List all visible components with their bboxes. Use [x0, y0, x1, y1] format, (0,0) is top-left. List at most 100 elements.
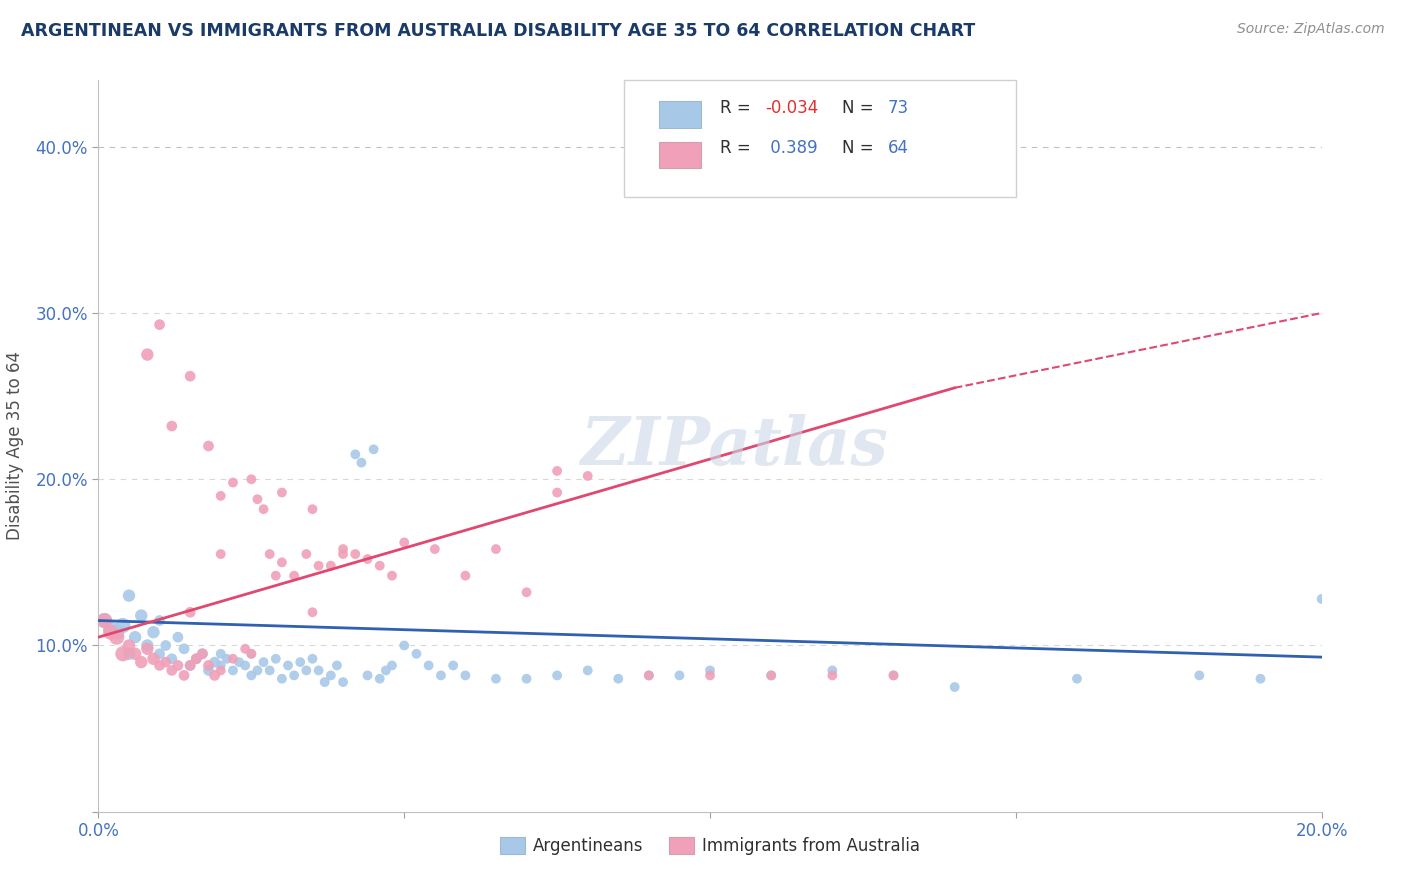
- Point: [155, 639, 177, 653]
- Point: [344, 447, 367, 461]
- Point: [277, 658, 299, 673]
- Point: [883, 668, 905, 682]
- Point: [149, 614, 172, 628]
- Point: [222, 664, 245, 678]
- Point: [209, 547, 232, 561]
- Point: [821, 668, 844, 682]
- Point: [264, 568, 287, 582]
- Point: [93, 614, 115, 628]
- Point: [259, 547, 281, 561]
- Point: [301, 502, 323, 516]
- Point: [485, 672, 508, 686]
- Point: [546, 464, 568, 478]
- Point: [160, 664, 183, 678]
- Point: [668, 668, 690, 682]
- Point: [441, 658, 464, 673]
- Point: [240, 647, 263, 661]
- Point: [179, 369, 201, 384]
- Point: [356, 668, 378, 682]
- Point: [179, 605, 201, 619]
- Point: [173, 668, 195, 682]
- Point: [240, 472, 263, 486]
- Point: [167, 658, 190, 673]
- Point: [314, 675, 336, 690]
- Point: [576, 469, 599, 483]
- Point: [204, 655, 226, 669]
- Point: [136, 347, 159, 362]
- Point: [516, 585, 538, 599]
- Point: [516, 672, 538, 686]
- Point: [222, 652, 245, 666]
- Point: [301, 652, 323, 666]
- Point: [100, 625, 122, 640]
- Point: [344, 547, 367, 561]
- Point: [264, 652, 287, 666]
- Point: [699, 668, 721, 682]
- Point: [363, 442, 385, 457]
- Point: [295, 547, 318, 561]
- Point: [228, 655, 250, 669]
- Point: [155, 655, 177, 669]
- Point: [136, 641, 159, 656]
- Point: [392, 535, 416, 549]
- Point: [546, 668, 568, 682]
- Point: [149, 647, 172, 661]
- Point: [637, 668, 661, 682]
- Point: [418, 658, 440, 673]
- Point: [142, 652, 165, 666]
- Point: [118, 647, 141, 661]
- Point: [118, 639, 141, 653]
- Point: [179, 658, 201, 673]
- Point: [759, 668, 782, 682]
- FancyBboxPatch shape: [624, 80, 1015, 197]
- Point: [270, 672, 292, 686]
- Text: N =: N =: [842, 139, 879, 157]
- Point: [179, 658, 201, 673]
- Point: [301, 605, 323, 619]
- Point: [129, 655, 152, 669]
- Point: [546, 485, 568, 500]
- Point: [283, 668, 305, 682]
- Point: [124, 630, 146, 644]
- Point: [1249, 672, 1271, 686]
- Point: [283, 568, 305, 582]
- Point: [699, 664, 721, 678]
- Point: [607, 672, 630, 686]
- Point: [191, 647, 214, 661]
- Point: [142, 625, 165, 640]
- Point: [374, 664, 396, 678]
- Point: [759, 668, 782, 682]
- Point: [308, 558, 330, 573]
- Point: [290, 655, 312, 669]
- Point: [883, 668, 905, 682]
- Point: [149, 658, 172, 673]
- FancyBboxPatch shape: [658, 102, 702, 128]
- Point: [381, 658, 404, 673]
- Point: [118, 589, 141, 603]
- Text: R =: R =: [720, 139, 756, 157]
- Text: 64: 64: [887, 139, 908, 157]
- Point: [233, 641, 256, 656]
- Point: [111, 618, 134, 632]
- Point: [332, 547, 354, 561]
- Point: [105, 625, 128, 640]
- Point: [295, 664, 318, 678]
- Point: [1066, 672, 1088, 686]
- Point: [240, 647, 263, 661]
- Point: [197, 658, 219, 673]
- Point: [111, 647, 134, 661]
- Text: R =: R =: [720, 99, 756, 117]
- Point: [454, 668, 477, 682]
- Text: ZIPatlas: ZIPatlas: [581, 414, 889, 478]
- Point: [821, 664, 844, 678]
- Point: [252, 502, 274, 516]
- Point: [209, 647, 232, 661]
- Point: [160, 652, 183, 666]
- Text: 73: 73: [887, 99, 908, 117]
- Point: [368, 672, 391, 686]
- Point: [124, 647, 146, 661]
- Point: [167, 630, 190, 644]
- Point: [368, 558, 391, 573]
- Text: N =: N =: [842, 99, 879, 117]
- Point: [93, 614, 115, 628]
